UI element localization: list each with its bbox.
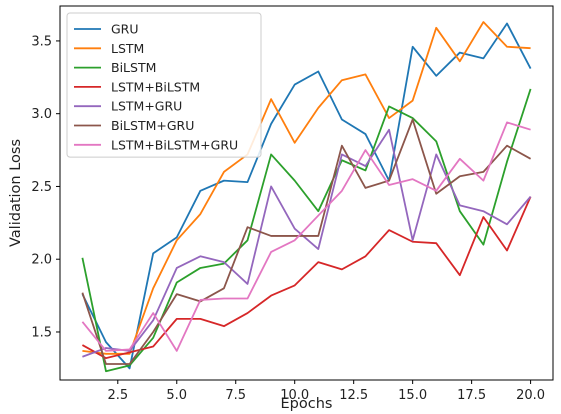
- y-tick-label: 3.0: [31, 107, 52, 122]
- plot-frame: [59, 5, 554, 381]
- legend-label: GRU: [111, 22, 139, 37]
- series-line-bilstm-gru: [81, 118, 532, 365]
- x-tick-label: 10.0: [280, 388, 309, 403]
- series-line-lstm-bilstm-gru: [81, 121, 531, 352]
- x-tick-label: 20.0: [516, 388, 545, 403]
- x-tick-label: 5.0: [166, 388, 187, 403]
- x-tick-label: 15.0: [398, 388, 427, 403]
- y-tick-label: 2.5: [31, 180, 52, 195]
- legend-label: BiLSTM+GRU: [111, 118, 194, 133]
- legend-label: LSTM: [111, 41, 144, 56]
- y-tick-label: 3.5: [31, 34, 52, 49]
- x-tick-label: 7.5: [225, 388, 246, 403]
- series-line-lstm-gru: [82, 128, 532, 358]
- y-tick-label: 2.0: [31, 253, 52, 268]
- legend: GRU LSTM BiLSTM LSTM+BiLSTM LSTM+GRU BiLSTM+G…: [66, 12, 262, 158]
- x-tick-label: 12.5: [339, 388, 368, 403]
- legend-label: LSTM+BiLSTM: [111, 79, 200, 94]
- series-line-bilstm: [81, 88, 532, 373]
- legend-label: BiLSTM: [111, 60, 156, 75]
- legend-label: LSTM+GRU: [111, 99, 182, 114]
- x-axis-label: Epochs: [281, 396, 333, 412]
- x-tick-label: 2.5: [107, 388, 128, 403]
- x-axis: 2.5 5.0 7.5 10.0 12.5 15.0 17.5 20.0: [107, 380, 545, 403]
- y-tick-label: 1.5: [31, 325, 52, 340]
- series-lines: [81, 21, 532, 373]
- series-line-lstm: [82, 21, 531, 355]
- y-axis: 1.5 2.0 2.5 3.0 3.5: [31, 34, 60, 340]
- plot-area: [59, 5, 554, 381]
- legend-label: LSTM+BiLSTM+GRU: [111, 137, 238, 152]
- legend-box: [66, 12, 262, 158]
- x-tick-label: 17.5: [457, 388, 486, 403]
- series-line-lstm-bilstm: [81, 196, 532, 360]
- y-axis-label: Validation Loss: [8, 139, 24, 247]
